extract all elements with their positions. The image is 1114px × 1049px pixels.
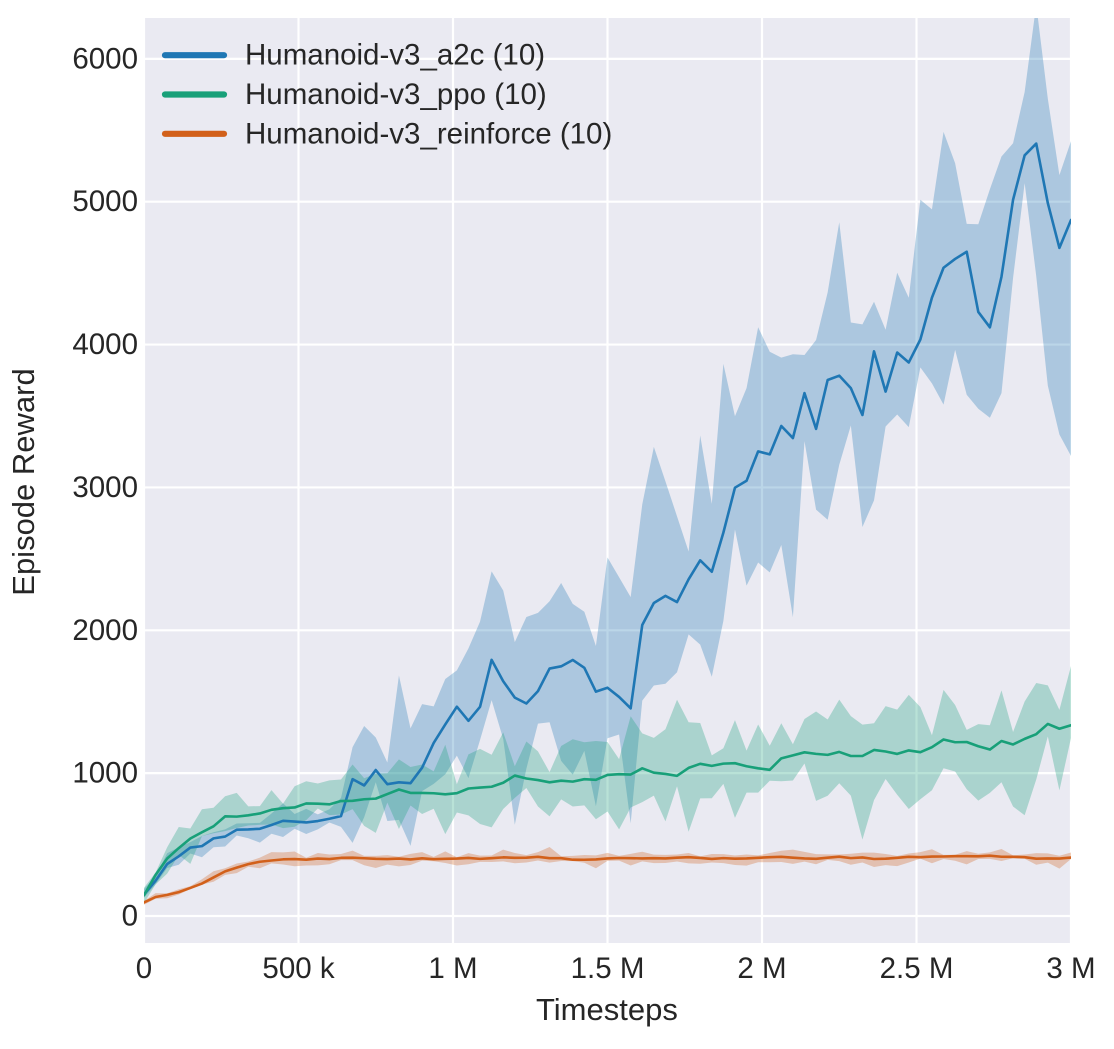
- svg-text:0: 0: [136, 952, 152, 985]
- svg-text:3000: 3000: [72, 471, 138, 504]
- svg-text:0: 0: [122, 900, 138, 933]
- svg-text:1 M: 1 M: [428, 952, 477, 985]
- svg-text:1.5 M: 1.5 M: [571, 952, 645, 985]
- svg-text:2 M: 2 M: [737, 952, 786, 985]
- svg-text:1000: 1000: [72, 757, 138, 790]
- svg-text:Humanoid-v3_a2c (10): Humanoid-v3_a2c (10): [245, 39, 545, 72]
- svg-text:500 k: 500 k: [262, 952, 334, 985]
- svg-text:Humanoid-v3_reinforce (10): Humanoid-v3_reinforce (10): [245, 117, 612, 150]
- svg-text:2000: 2000: [72, 614, 138, 647]
- svg-text:2.5 M: 2.5 M: [880, 952, 954, 985]
- svg-text:4000: 4000: [72, 328, 138, 361]
- svg-text:5000: 5000: [72, 185, 138, 218]
- svg-text:Humanoid-v3_ppo (10): Humanoid-v3_ppo (10): [245, 78, 547, 111]
- svg-text:3 M: 3 M: [1046, 952, 1095, 985]
- svg-text:6000: 6000: [72, 42, 138, 75]
